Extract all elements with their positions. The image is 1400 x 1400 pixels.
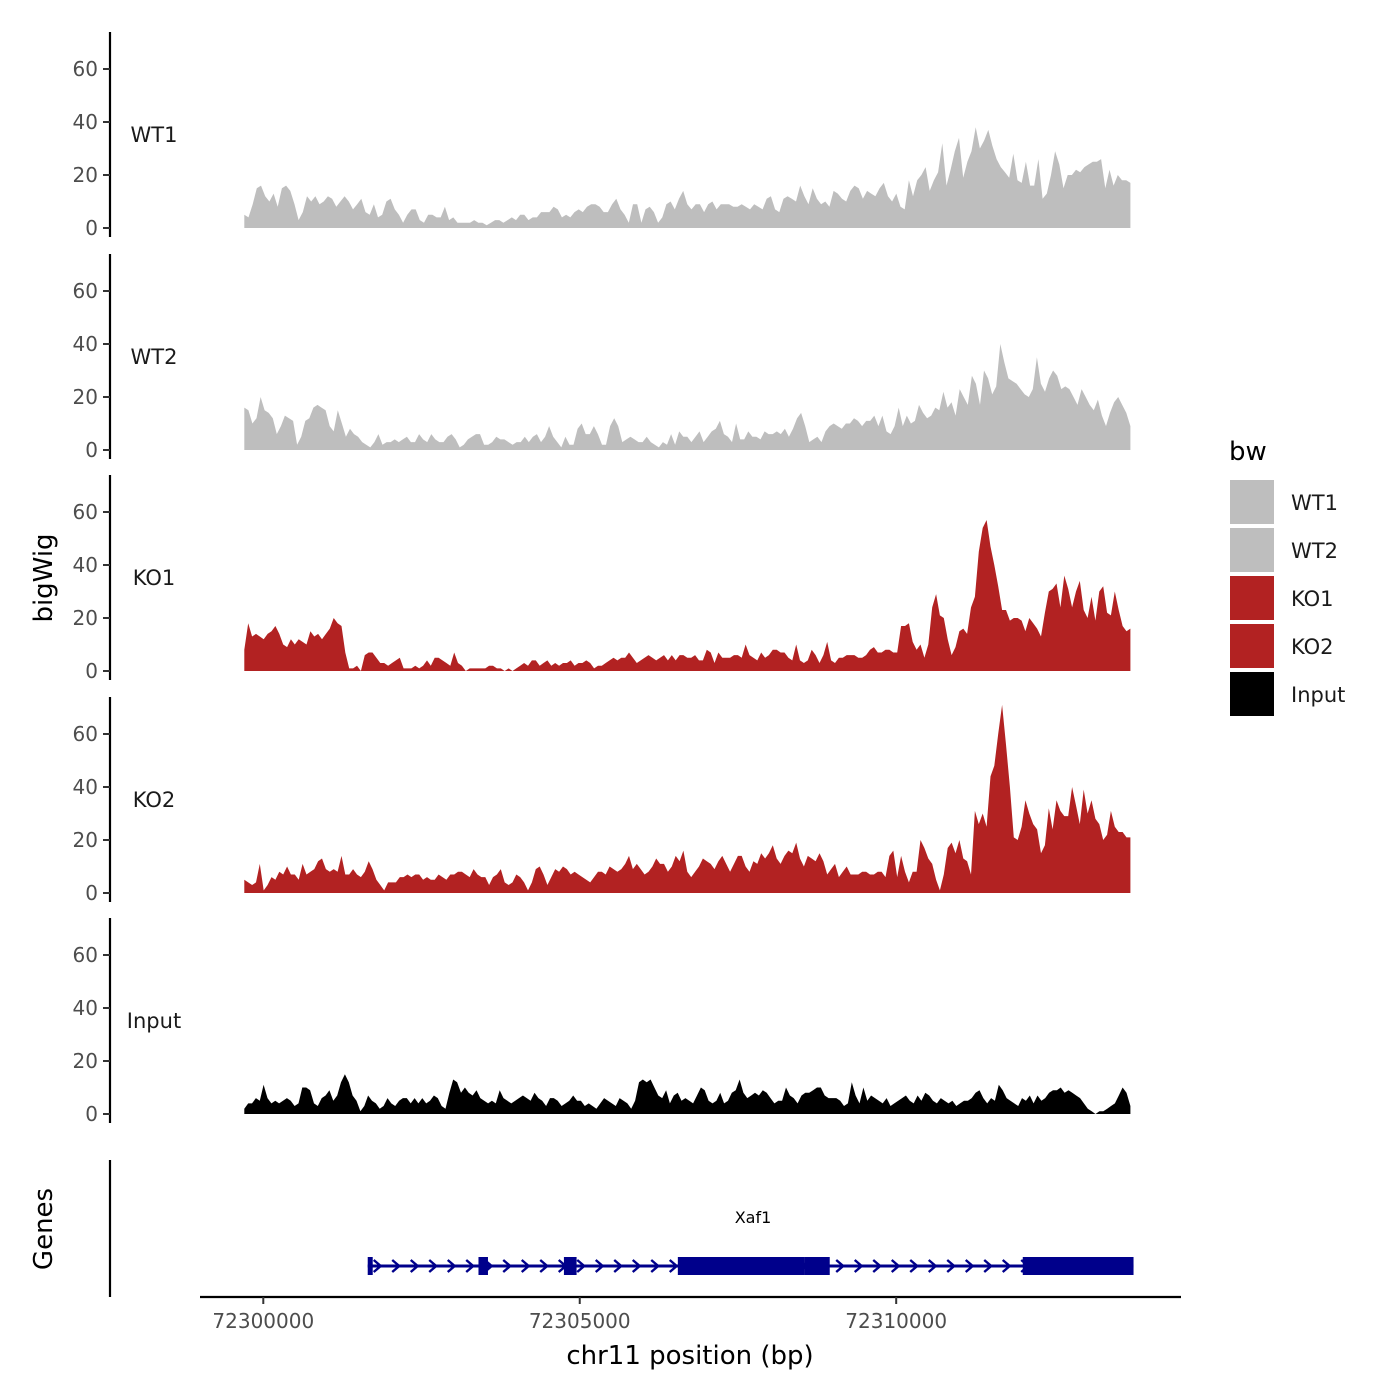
strand-arrow <box>428 1259 439 1273</box>
legend-label-wt2: WT2 <box>1291 539 1338 563</box>
strand-arrow <box>613 1259 624 1273</box>
strand-arrow <box>576 1259 587 1273</box>
y-tick-label: 60 <box>73 943 98 967</box>
x-axis-title: chr11 position (bp) <box>566 1341 813 1371</box>
legend-key-wt1 <box>1230 480 1274 524</box>
track-panel-ko1: 0 20 40 60 KO1 <box>73 475 1131 683</box>
exon <box>563 1257 577 1275</box>
legend-key-ko1 <box>1230 576 1274 620</box>
y-tick-label: 0 <box>85 216 98 240</box>
legend-key-input <box>1230 672 1274 716</box>
exon <box>478 1257 488 1275</box>
strand-arrow <box>520 1259 531 1273</box>
track-panel-wt2: 0 20 40 60 WT2 <box>73 254 1131 462</box>
y-tick-label: 20 <box>73 828 98 852</box>
track-panel-input: 0 20 40 60 Input <box>73 918 1131 1126</box>
x-tick-label: 72300000 <box>212 1309 314 1333</box>
y-tick-label: 20 <box>73 163 98 187</box>
y-tick-label: 0 <box>85 438 98 462</box>
strand-arrow <box>539 1259 550 1273</box>
x-tick-label: 72310000 <box>845 1309 947 1333</box>
y-tick-label: 60 <box>73 279 98 303</box>
legend-label-ko1: KO1 <box>1291 587 1334 611</box>
y-tick-label: 60 <box>73 57 98 81</box>
gene-track: Genes Xaf1 <box>29 1160 1134 1297</box>
strand-arrow <box>835 1259 846 1273</box>
gene-name-label: Xaf1 <box>735 1208 772 1227</box>
track-label-input: Input <box>127 1009 181 1033</box>
y-tick-label: 20 <box>73 606 98 630</box>
exon <box>677 1257 805 1275</box>
y-tick-label: 0 <box>85 881 98 905</box>
y-axis-title: bigWig <box>29 533 59 622</box>
legend-label-input: Input <box>1291 683 1345 707</box>
strand-arrow <box>853 1259 864 1273</box>
strand-arrow <box>502 1259 513 1273</box>
exon <box>1022 1257 1134 1275</box>
y-tick-label: 40 <box>73 332 98 356</box>
legend-key-ko2 <box>1230 624 1274 668</box>
strand-arrow <box>890 1259 901 1273</box>
legend: bw WT1 WT2 KO1 KO2 Input <box>1229 437 1345 716</box>
track-label-ko2: KO2 <box>133 788 176 812</box>
strand-arrow <box>927 1259 938 1273</box>
coverage-tracks: 0 20 40 60 WT1 0 20 40 60 WT2 0 20 40 60 KO1 0 20 40 60 KO2… <box>73 32 1131 1126</box>
track-panel-ko2: 0 20 40 60 KO2 <box>73 697 1131 905</box>
x-tick-label: 72305000 <box>529 1309 631 1333</box>
strand-arrow <box>594 1259 605 1273</box>
strand-arrow <box>409 1259 420 1273</box>
legend-label-wt1: WT1 <box>1291 491 1338 515</box>
strand-arrow <box>650 1259 661 1273</box>
legend-label-ko2: KO2 <box>1291 635 1334 659</box>
coverage-area-input <box>244 1074 1131 1114</box>
coverage-area-ko1 <box>244 520 1131 671</box>
strand-arrow <box>1001 1259 1012 1273</box>
strand-arrow <box>372 1259 383 1273</box>
strand-arrow <box>446 1259 457 1273</box>
strand-arrow <box>391 1259 402 1273</box>
track-panel-wt1: 0 20 40 60 WT1 <box>73 32 1131 240</box>
y-tick-label: 40 <box>73 110 98 134</box>
legend-key-wt2 <box>1230 528 1274 572</box>
y-tick-label: 40 <box>73 996 98 1020</box>
y-tick-label: 60 <box>73 722 98 746</box>
strand-arrow <box>946 1259 957 1273</box>
strand-arrow <box>872 1259 883 1273</box>
legend-title: bw <box>1229 437 1267 467</box>
strand-arrow <box>983 1259 994 1273</box>
strand-arrow <box>964 1259 975 1273</box>
strand-arrow <box>465 1259 476 1273</box>
y-tick-label: 40 <box>73 553 98 577</box>
y-tick-label: 20 <box>73 1049 98 1073</box>
strand-arrow <box>631 1259 642 1273</box>
track-label-wt2: WT2 <box>131 345 178 369</box>
gene-track-title: Genes <box>29 1188 59 1270</box>
strand-arrow <box>909 1259 920 1273</box>
coverage-area-ko2 <box>244 704 1131 893</box>
strand-arrow <box>668 1259 679 1273</box>
y-tick-label: 20 <box>73 385 98 409</box>
exon <box>367 1257 373 1275</box>
exon <box>804 1257 830 1275</box>
x-axis: 72300000 72305000 72310000 <box>200 1295 1181 1333</box>
y-tick-label: 0 <box>85 1102 98 1126</box>
track-label-wt1: WT1 <box>131 123 178 147</box>
track-label-ko1: KO1 <box>133 566 176 590</box>
coverage-area-wt2 <box>244 344 1131 450</box>
y-tick-label: 40 <box>73 775 98 799</box>
y-tick-label: 0 <box>85 659 98 683</box>
coverage-area-wt1 <box>244 127 1131 228</box>
y-tick-label: 60 <box>73 500 98 524</box>
